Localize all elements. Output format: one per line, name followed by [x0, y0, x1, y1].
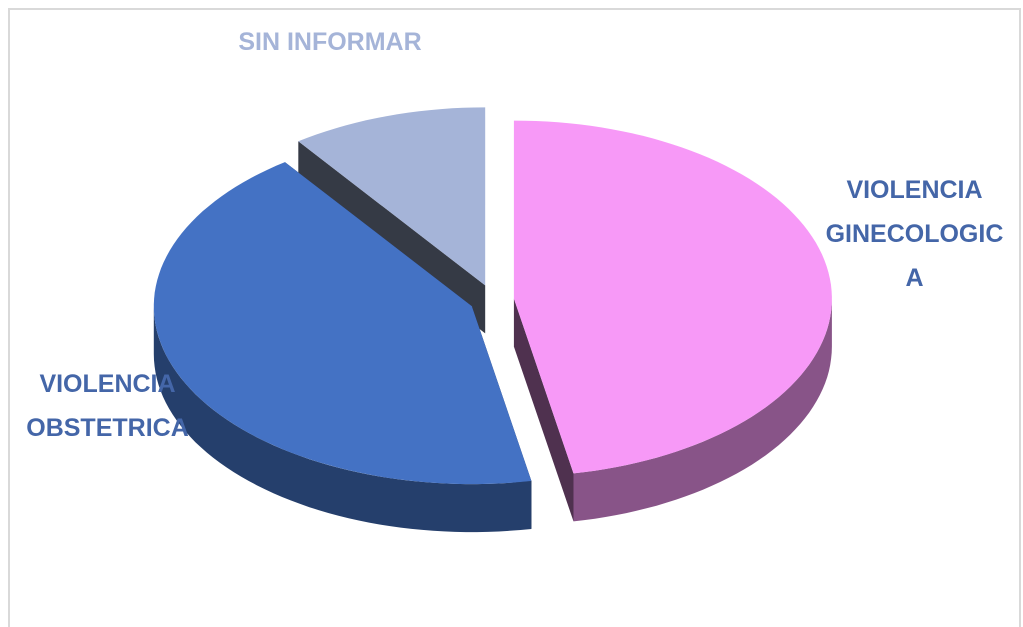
slice-wall — [153, 306, 532, 533]
slice — [298, 107, 486, 286]
slice-label: VIOLENCIA GINECOLOGICA — [825, 176, 1004, 292]
chart-frame — [8, 8, 1021, 627]
slice-label: SIN INFORMAR — [238, 28, 422, 56]
slice-label: VIOLENCIA OBSTETRICA — [26, 370, 189, 442]
slice-wall — [573, 298, 832, 522]
slice-side — [513, 298, 574, 522]
slice — [513, 120, 832, 474]
slice — [153, 162, 532, 485]
